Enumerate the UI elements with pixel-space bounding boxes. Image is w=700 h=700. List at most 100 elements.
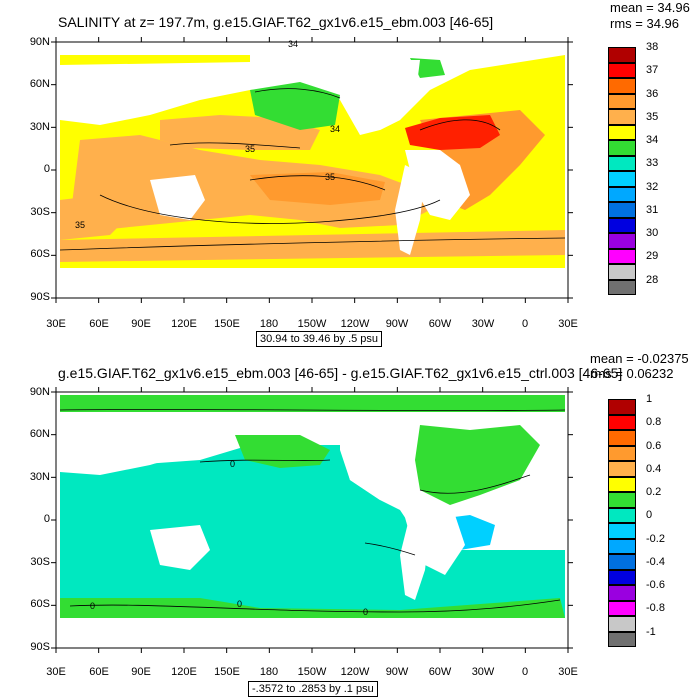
x-tick-label: 150W <box>297 318 327 330</box>
axis-ticks <box>51 387 573 653</box>
colorbar-swatch <box>608 62 636 78</box>
contour-label: 0 <box>237 599 242 609</box>
contour-range-label: -.3572 to .2853 by .1 psu <box>248 681 378 697</box>
x-tick-label: 180 <box>259 318 279 330</box>
y-tick-label: 90S <box>30 291 50 303</box>
x-tick-label: 90E <box>131 318 151 330</box>
y-tick-label: 90N <box>29 36 50 48</box>
contour-label: 35 <box>245 144 255 154</box>
contour-label: 0 <box>230 459 235 469</box>
colorbar-swatch <box>608 476 636 492</box>
atlantic-red <box>405 115 500 150</box>
y-tick-label: 90N <box>29 386 50 398</box>
y-tick-label: 60N <box>29 428 50 440</box>
contour-label-group: 34 34 35 35 35 <box>75 39 340 230</box>
colorbar-label: 34 <box>646 134 659 146</box>
rms-stat: rms = 34.96 <box>610 16 680 31</box>
x-tick-label: 150E <box>214 318 240 330</box>
africa-land <box>405 150 470 220</box>
colorbar-label: -0.8 <box>646 602 665 615</box>
y-tick-label: 90S <box>30 641 50 653</box>
x-tick-label: 30W <box>471 318 495 330</box>
colorbar-swatch <box>608 585 636 601</box>
colorbar-swatch <box>608 492 636 508</box>
colorbar-swatch <box>608 600 636 616</box>
y-tick-label: 60N <box>29 78 50 90</box>
colorbar-label: 38 <box>646 41 659 53</box>
atlantic-green <box>415 425 540 505</box>
antarctica-land <box>56 268 568 298</box>
y-tick-label: 30S <box>30 206 50 218</box>
y-tick-label: 60S <box>30 248 50 260</box>
x-tick-label: 90W <box>385 318 409 330</box>
top-map-panel: SALINITY at z= 197.7m, g.e15.GIAF.T62_gx… <box>29 0 690 347</box>
x-tick-label: 120W <box>340 666 370 678</box>
colorbar-label: 30 <box>646 227 659 239</box>
colorbar-label: 36 <box>646 87 659 100</box>
contour-label: 34 <box>288 39 298 49</box>
colorbar-swatch <box>608 538 636 554</box>
colorbar-swatch <box>608 217 636 233</box>
north-pacific-green <box>250 82 340 130</box>
colorbar-swatch <box>608 461 636 477</box>
north-pacific-green <box>235 435 330 468</box>
australia-land <box>150 175 205 220</box>
colorbar-swatch <box>608 248 636 264</box>
x-tick-label: 30E <box>558 666 578 678</box>
x-tick-label: 30W <box>471 666 495 678</box>
axis-ticks <box>51 37 573 303</box>
south-ocean-orange <box>60 230 565 262</box>
x-tick-label: 180 <box>259 666 279 678</box>
colorbar-label: 35 <box>646 110 659 123</box>
colorbar-label: -0.4 <box>646 555 665 568</box>
colorbar-label: -0.6 <box>646 579 665 591</box>
x-tick-label: 90W <box>385 666 409 678</box>
arctic-green-band <box>60 395 565 412</box>
indian-orange <box>60 195 130 240</box>
contour-range-label: 30.94 to 39.46 by .5 psu <box>256 331 383 347</box>
colorbar-swatch <box>608 445 636 461</box>
ocean-base-cyan <box>60 445 565 625</box>
colorbar-swatch <box>608 233 636 249</box>
north-america-land <box>340 412 420 500</box>
colorbar-label: 31 <box>646 203 659 216</box>
eurasia-land <box>60 62 250 125</box>
colorbar-label: 29 <box>646 250 659 263</box>
colorbar-swatch <box>608 155 636 171</box>
colorbar-swatch <box>608 124 636 140</box>
colorbar-label: -1 <box>646 625 656 638</box>
colorbar-swatch <box>608 399 636 415</box>
colorbar-label: -0.2 <box>646 532 665 545</box>
x-tick-label: 0 <box>521 666 529 678</box>
salinity-map: 34 34 35 35 35 <box>51 37 573 303</box>
colorbar-label: 1 <box>646 393 653 405</box>
colorbar-label: 37 <box>646 64 659 77</box>
contour-label-group: 0 0 0 0 <box>90 459 368 617</box>
rms-stat: rms = 0.06232 <box>590 366 674 381</box>
colorbar-swatch <box>608 78 636 94</box>
colorbar-swatch <box>608 93 636 109</box>
south-america-land <box>400 515 430 600</box>
x-tick-label: 150E <box>214 666 240 678</box>
colorbar-swatch <box>608 279 636 295</box>
contour-label: 35 <box>325 172 335 182</box>
southern-ocean-green <box>60 598 565 618</box>
y-tick-label: 30N <box>29 121 50 133</box>
map-title: g.e15.GIAF.T62_gx1v6.e15_ebm.003 [46-65]… <box>58 365 623 381</box>
colorbar-label: 0.4 <box>646 462 662 475</box>
colorbar-swatch <box>608 554 636 570</box>
contour-label: 34 <box>330 124 340 134</box>
x-tick-label: 60E <box>89 666 109 678</box>
y-tick-label: 30N <box>29 471 50 483</box>
y-tick-label: 30S <box>30 556 50 568</box>
colorbar-label: 0 <box>646 509 653 522</box>
x-tick-label: 0 <box>521 318 529 330</box>
colorbar-swatch <box>608 47 636 63</box>
colorbar-swatch <box>608 507 636 523</box>
colorbar-swatch <box>608 264 636 280</box>
x-tick-label: 60W <box>428 666 452 678</box>
colorbar-swatch <box>608 523 636 539</box>
colorbar-label: 0.8 <box>646 416 662 429</box>
north-america-land <box>340 60 420 130</box>
antarctica-land <box>56 618 568 648</box>
